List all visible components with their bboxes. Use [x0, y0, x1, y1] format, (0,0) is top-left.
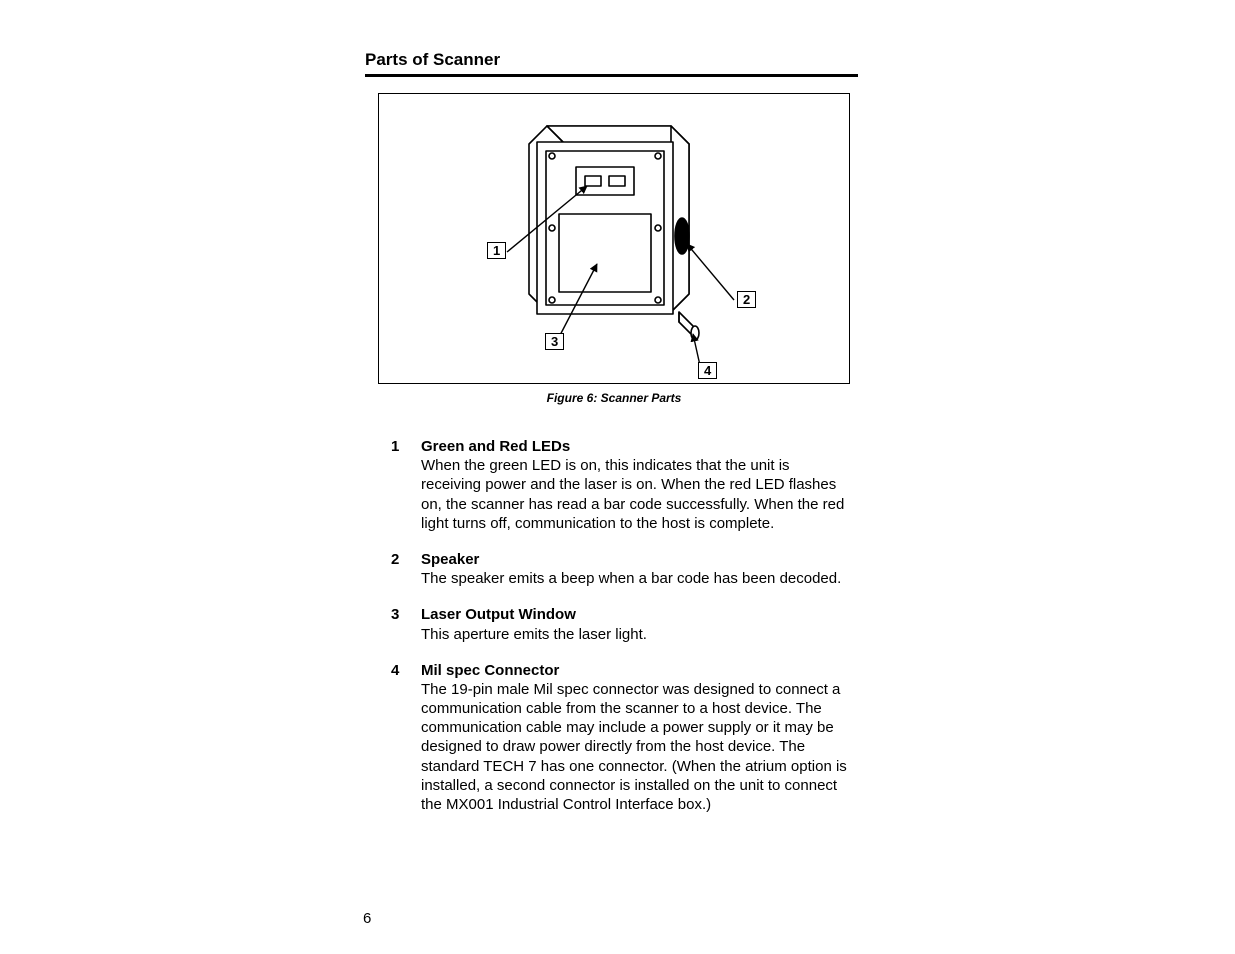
item-content: Green and Red LEDs When the green LED is…: [421, 437, 848, 533]
heading-rule: [365, 74, 858, 77]
item-content: Mil spec Connector The 19-pin male Mil s…: [421, 661, 848, 815]
list-item: 4 Mil spec Connector The 19-pin male Mil…: [391, 661, 848, 815]
callout-3: 3: [545, 333, 564, 350]
item-content: Laser Output Window This aperture emits …: [421, 605, 848, 643]
item-title: Mil spec Connector: [421, 661, 848, 680]
parts-list: 1 Green and Red LEDs When the green LED …: [391, 437, 848, 831]
item-content: Speaker The speaker emits a beep when a …: [421, 550, 848, 588]
figure-caption: Figure 6: Scanner Parts: [378, 391, 850, 405]
item-text: The 19-pin male Mil spec connector was d…: [421, 680, 848, 814]
figure-frame: [378, 93, 850, 384]
item-number: 3: [391, 605, 421, 643]
list-item: 3 Laser Output Window This aperture emit…: [391, 605, 848, 643]
callout-4: 4: [698, 362, 717, 379]
item-number: 4: [391, 661, 421, 815]
scanner-diagram: [379, 94, 849, 383]
list-item: 2 Speaker The speaker emits a beep when …: [391, 550, 848, 588]
page-number: 6: [363, 910, 371, 927]
item-text: This aperture emits the laser light.: [421, 625, 848, 644]
callout-2: 2: [737, 291, 756, 308]
callout-1: 1: [487, 242, 506, 259]
item-title: Laser Output Window: [421, 605, 848, 624]
item-number: 1: [391, 437, 421, 533]
page: Parts of Scanner: [0, 0, 1235, 954]
item-title: Speaker: [421, 550, 848, 569]
item-text: When the green LED is on, this indicates…: [421, 456, 848, 533]
section-heading: Parts of Scanner: [365, 50, 500, 70]
item-text: The speaker emits a beep when a bar code…: [421, 569, 848, 588]
item-number: 2: [391, 550, 421, 588]
item-title: Green and Red LEDs: [421, 437, 848, 456]
list-item: 1 Green and Red LEDs When the green LED …: [391, 437, 848, 533]
